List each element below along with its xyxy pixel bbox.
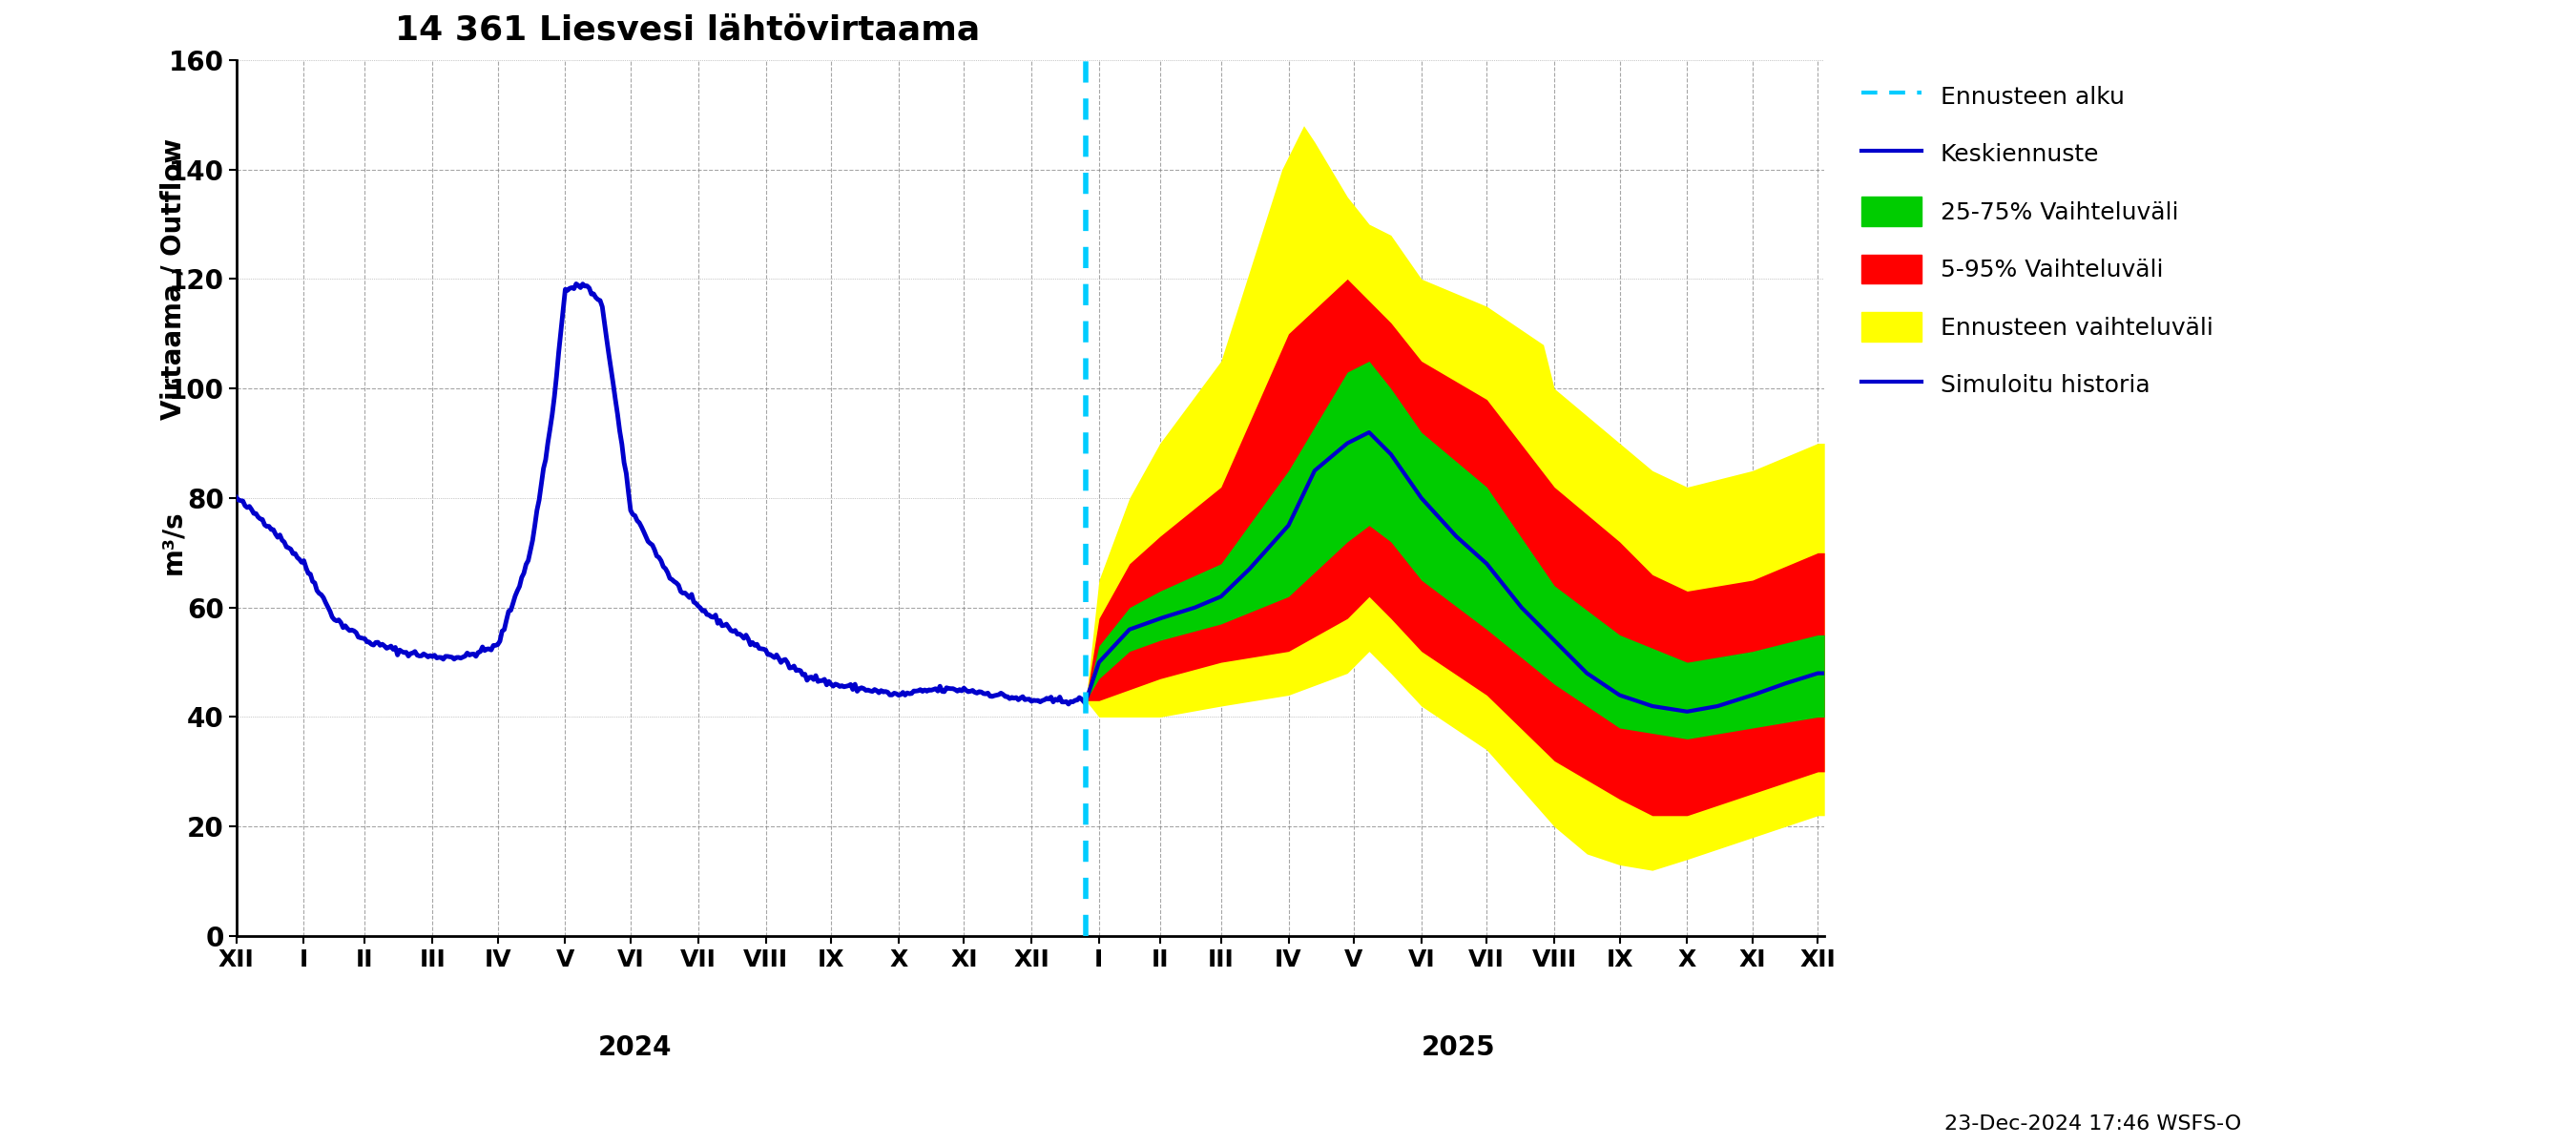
- Legend: Ennusteen alku, Keskiennuste, 25-75% Vaihteluväli, 5-95% Vaihteluväli, Ennusteen: Ennusteen alku, Keskiennuste, 25-75% Vai…: [1852, 72, 2223, 409]
- Text: Virtaama / Outflow: Virtaama / Outflow: [160, 139, 185, 420]
- Text: 2025: 2025: [1422, 1035, 1497, 1061]
- Text: 14 361 Liesvesi lähtövirtaama: 14 361 Liesvesi lähtövirtaama: [394, 14, 981, 47]
- Text: 2024: 2024: [598, 1035, 672, 1061]
- Text: m³/s: m³/s: [160, 510, 185, 574]
- Text: 23-Dec-2024 17:46 WSFS-O: 23-Dec-2024 17:46 WSFS-O: [1945, 1114, 2241, 1134]
